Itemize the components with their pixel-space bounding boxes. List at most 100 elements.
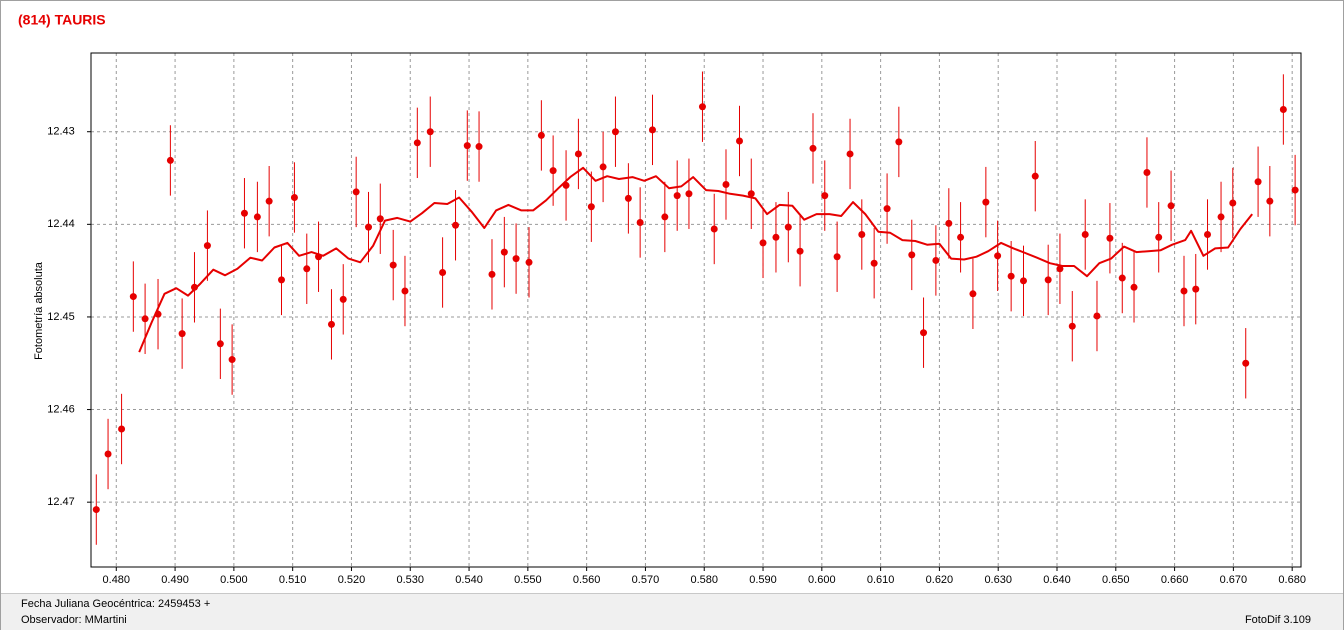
x-tick-label: 0.660 [1161, 574, 1189, 586]
data-point [92, 506, 100, 514]
data-point [1192, 285, 1200, 293]
data-point [439, 268, 447, 276]
x-tick-label: 0.500 [220, 574, 248, 586]
data-point [574, 150, 582, 158]
data-point [500, 248, 508, 256]
data-point [463, 142, 471, 150]
data-point [1155, 233, 1163, 241]
x-tick-label: 0.540 [455, 574, 483, 586]
data-point [203, 242, 211, 250]
data-point [833, 253, 841, 261]
data-point [1204, 231, 1212, 239]
data-point [488, 270, 496, 278]
data-point [166, 156, 174, 164]
data-point [1056, 265, 1064, 273]
x-tick-label: 0.520 [338, 574, 366, 586]
x-tick-label: 0.570 [632, 574, 660, 586]
y-tick-label: 12.43 [47, 126, 75, 138]
data-point [796, 247, 804, 255]
data-point [228, 356, 236, 364]
x-tick-label: 0.630 [984, 574, 1012, 586]
data-point [982, 198, 990, 206]
data-point [673, 192, 681, 200]
data-point [475, 143, 483, 151]
data-point [290, 193, 298, 201]
data-point [698, 103, 706, 111]
data-point [1007, 272, 1015, 280]
data-point [710, 225, 718, 233]
data-point [994, 252, 1002, 260]
data-point [389, 261, 397, 269]
data-point [253, 213, 261, 221]
x-tick-label: 0.670 [1220, 574, 1248, 586]
data-point [141, 315, 149, 323]
x-tick-label: 0.560 [573, 574, 601, 586]
data-point [1081, 231, 1089, 239]
data-point [846, 150, 854, 158]
data-point [1130, 283, 1138, 291]
data-point [969, 290, 977, 298]
data-point [426, 128, 434, 136]
data-point [772, 233, 780, 241]
data-point [722, 181, 730, 189]
y-tick-label: 12.44 [47, 218, 75, 230]
data-point [1031, 172, 1039, 180]
chart: (814) TAURIS Fotometría absoluta 12.43 12… [18, 12, 1306, 586]
data-point [1180, 287, 1188, 295]
data-point [932, 256, 940, 264]
data-point [104, 450, 112, 458]
data-point [870, 259, 878, 267]
x-tick-label: 0.620 [926, 574, 954, 586]
data-point [747, 190, 755, 198]
data-point [512, 255, 520, 263]
data-point [1266, 197, 1274, 205]
data-point [809, 144, 817, 152]
data-point [685, 190, 693, 198]
observer-label: Observador: MMartini [21, 614, 127, 626]
data-point [216, 340, 224, 348]
data-point [1068, 322, 1076, 330]
data-point [784, 223, 792, 231]
x-tick-label: 0.480 [103, 574, 131, 586]
data-point [736, 137, 744, 145]
data-point [636, 218, 644, 226]
data-point [1242, 359, 1250, 367]
data-point [129, 293, 137, 301]
data-point [401, 287, 409, 295]
x-tick-label: 0.510 [279, 574, 307, 586]
data-point [1229, 199, 1237, 207]
data-point [303, 265, 311, 273]
moving-average-line [138, 166, 1253, 353]
x-tick-label: 0.640 [1043, 574, 1071, 586]
data-point [1143, 168, 1151, 176]
status-bar: Fecha Juliana Geocéntrica: 2459453 + Obs… [1, 593, 1343, 630]
date-label: Fecha Juliana Geocéntrica: 2459453 + [21, 598, 211, 610]
plot-frame [90, 52, 1302, 568]
data-point [376, 215, 384, 223]
data-point [537, 131, 545, 139]
data-point [118, 425, 126, 433]
data-point [1167, 202, 1175, 210]
x-tick-label: 0.550 [514, 574, 542, 586]
x-tick-label: 0.580 [690, 574, 718, 586]
x-tick-label: 0.530 [396, 574, 424, 586]
x-tick-label: 0.600 [808, 574, 836, 586]
data-point [240, 209, 248, 217]
y-tick-label: 12.46 [47, 403, 75, 415]
data-point [1093, 312, 1101, 320]
data-point [945, 219, 953, 227]
data-point [858, 231, 866, 239]
data-point [1019, 277, 1027, 285]
data-point [452, 221, 460, 229]
data-point [327, 320, 335, 328]
data-point [895, 138, 903, 146]
x-tick-label: 0.680 [1278, 574, 1306, 586]
data-point [883, 205, 891, 213]
data-point [587, 203, 595, 211]
data-point [352, 188, 360, 196]
data-point [549, 167, 557, 175]
data-point [1217, 213, 1225, 221]
data-point [611, 128, 619, 136]
chart-title: (814) TAURIS [18, 12, 106, 28]
